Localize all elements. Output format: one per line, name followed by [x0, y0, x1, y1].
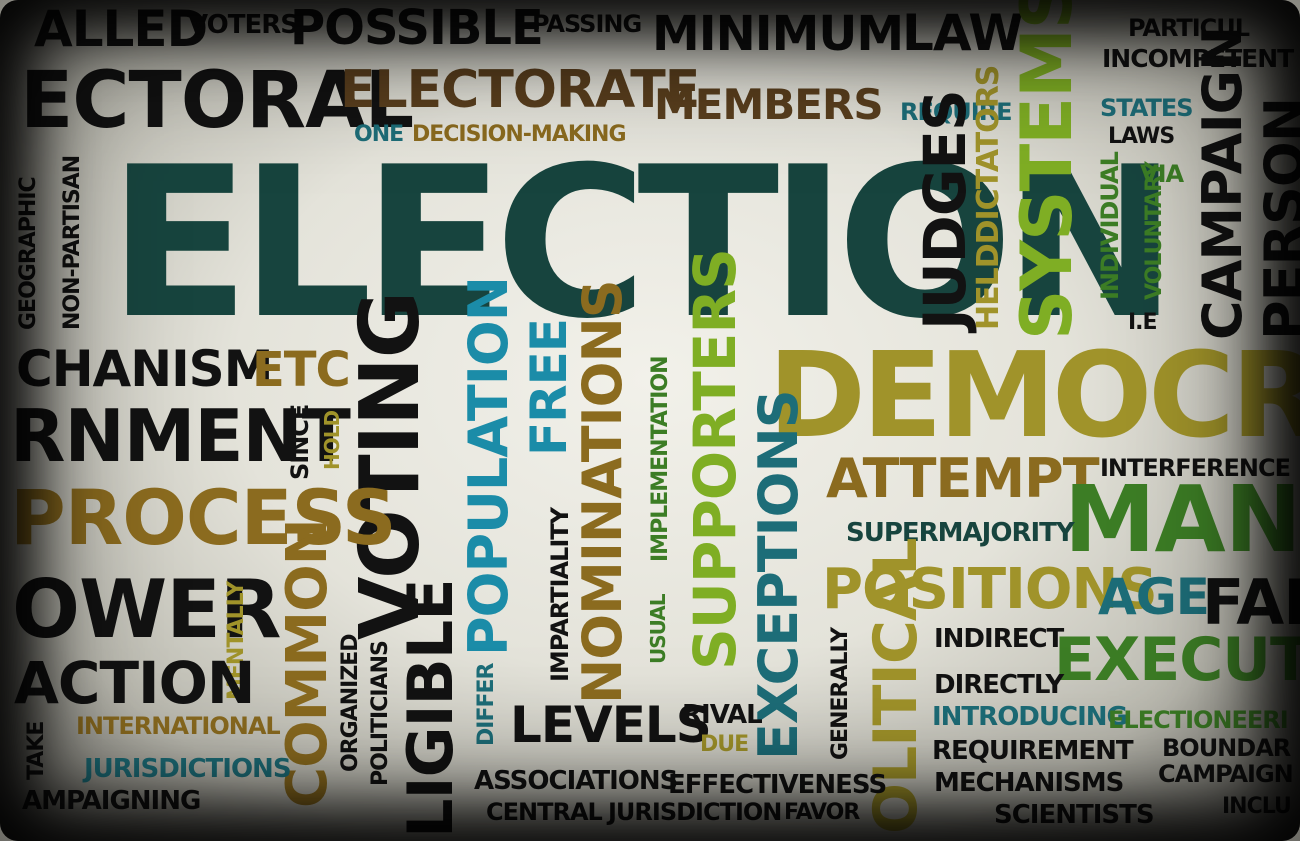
word-government: RNMENT: [10, 394, 351, 478]
word-associations: ASSOCIATIONS: [474, 766, 678, 796]
word-hold: HOLD: [320, 410, 344, 470]
word-campaign: CAMPAIGN: [1158, 760, 1294, 788]
word-central: CENTRAL: [486, 798, 603, 826]
word-jurisdictions: JURISDICTIONS: [84, 754, 292, 784]
word-impartiality: IMPARTIALITY: [546, 507, 574, 682]
word-passing: PASSING: [532, 10, 642, 38]
word-electioneering: ELECTIONEERI: [1108, 706, 1289, 734]
word-boundary: BOUNDAR: [1162, 734, 1291, 762]
word-helddictators: HELDDICTATORS: [971, 65, 1006, 330]
word-include: INCLU: [1222, 794, 1292, 819]
word-free: FREE: [520, 319, 578, 456]
word-rival: RIVAL: [682, 700, 763, 730]
word-action: ACTION: [14, 649, 255, 717]
word-electorate: ELECTORATE: [340, 60, 700, 120]
word-requirement: REQUIREMENT: [932, 736, 1134, 766]
word-population: POPULATION: [457, 277, 520, 656]
word-take: TAKE: [24, 721, 49, 780]
word-campaign-vertical: CAMPAIGN: [1191, 26, 1254, 340]
word-one: ONE: [354, 122, 404, 147]
word-attempt: ATTEMPT: [826, 447, 1100, 510]
word-levels: LEVELS: [510, 696, 712, 754]
word-mechanism: CHANISM: [16, 340, 273, 398]
word-election: ELECTION: [108, 123, 1178, 365]
word-judges: JUDGES: [911, 90, 979, 330]
word-executive: EXECUTIV: [1054, 625, 1300, 695]
word-laws: LAWS: [1108, 124, 1175, 149]
word-organized: ORGANIZED: [338, 634, 363, 772]
word-eligible: LIGIBLE: [394, 579, 467, 838]
word-geographic: GEOGRAPHIC: [16, 177, 41, 330]
word-person: PERSON: [1253, 97, 1300, 340]
word-positions: POSITIONS: [822, 557, 1158, 622]
word-democracy: DEMOCRAC: [768, 326, 1300, 464]
word-generally: GENERALLY: [828, 627, 853, 760]
word-law: LAW: [902, 4, 1023, 62]
word-favor: FAVOR: [784, 800, 860, 825]
word-interference: INTERFERENCE: [1100, 454, 1291, 482]
word-since: SINCE: [286, 404, 314, 480]
word-nominations: NOMINATIONS: [571, 280, 634, 704]
word-require: REQUIRE: [900, 98, 1013, 126]
word-many: MANY: [1064, 466, 1300, 573]
word-usual: USUAL: [646, 594, 670, 665]
word-minimum: MINIMUM: [652, 6, 904, 62]
word-age: AGE: [1098, 568, 1210, 626]
word-called: ALLED: [34, 0, 208, 58]
word-power: OWER: [12, 563, 281, 656]
word-international: INTERNATIONAL: [76, 712, 281, 740]
word-jurisdiction: JURISDICTION: [608, 798, 782, 826]
word-directly: DIRECTLY: [934, 670, 1064, 700]
word-mechanisms: MECHANISMS: [934, 768, 1124, 798]
word-implementation: IMPLEMENTATION: [648, 356, 673, 562]
word-effectiveness: EFFECTIVENESS: [668, 770, 887, 800]
word-supermajority: SUPERMAJORITY: [846, 518, 1075, 548]
word-members: MEMBERS: [654, 80, 884, 129]
word-introducing: INTRODUCING: [932, 702, 1128, 732]
word-fair: FAI: [1202, 566, 1300, 639]
word-incompetent: INCOMPETENT: [1102, 44, 1294, 73]
word-process: PROCESS: [10, 473, 397, 562]
word-ie: I.E: [1128, 310, 1158, 335]
word-voters: VOTERS: [188, 10, 299, 40]
word-etc: ETC: [252, 342, 351, 398]
word-campaigning: AMPAIGNING: [22, 786, 201, 816]
word-individual: INDIVIDUAL: [1096, 152, 1124, 300]
word-states: STATES: [1100, 94, 1194, 122]
word-differ: DIFFER: [474, 663, 499, 746]
word-supporters: SUPPORTERS: [681, 249, 749, 670]
word-non-partisan: NON-PARTISAN: [60, 155, 85, 330]
word-electoral: ECTORAL: [20, 56, 414, 146]
word-decision-making: DECISION-MAKING: [412, 122, 627, 147]
word-politicians: POLITICIANS: [368, 641, 393, 786]
word-possible: POSSIBLE: [290, 0, 544, 56]
word-systems: SYSTEMS: [1006, 0, 1088, 340]
word-scientists: SCIENTISTS: [994, 800, 1155, 830]
word-indirect: INDIRECT: [934, 624, 1064, 654]
word-particular: PARTICUL: [1128, 14, 1250, 42]
word-due: DUE: [700, 732, 749, 757]
word-via: VIA: [1140, 160, 1184, 188]
